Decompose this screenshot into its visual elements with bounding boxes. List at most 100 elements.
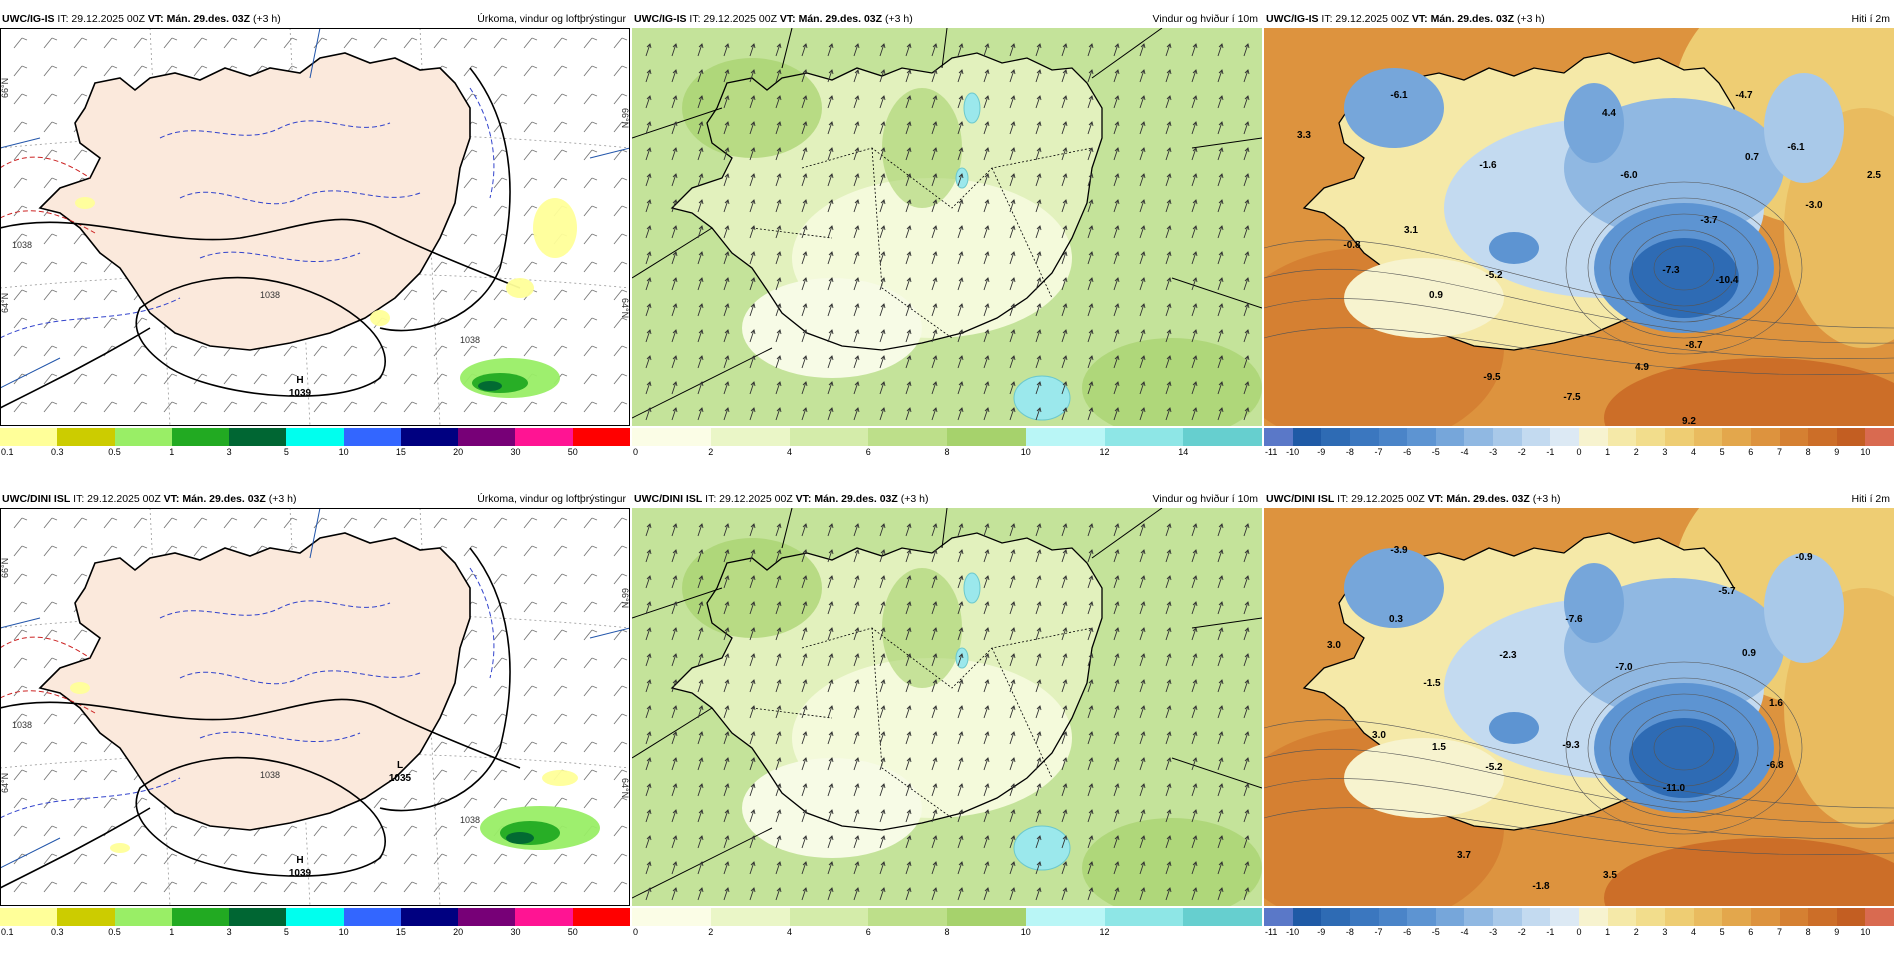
lat-label: 64°N [0, 293, 10, 313]
temperature-label: -9.3 [1562, 740, 1580, 751]
colorbar-swatch [1664, 908, 1694, 926]
lead-time: (+3 h) [268, 493, 297, 505]
colorbar-swatch [1407, 908, 1436, 926]
colorbar-swatch [1579, 428, 1608, 446]
colorbar-tick: -9 [1317, 927, 1326, 937]
colorbar-tick: 15 [395, 447, 406, 457]
colorbar-swatch [458, 908, 516, 926]
colorbar-swatch [1292, 908, 1322, 926]
warm-isolines [0, 156, 96, 234]
colorbar-swatch [286, 428, 344, 446]
temperature-label: -5.7 [1718, 586, 1736, 597]
colorbar-tick: 9 [1834, 447, 1840, 457]
colorbar-swatch [1321, 908, 1350, 926]
valid-time-label: VT: [779, 13, 796, 25]
colorbar-tick: 10 [338, 447, 349, 457]
colorbar-swatch [57, 428, 115, 446]
colorbar-tick: 6 [1748, 927, 1754, 937]
colorbar-tick: 0.3 [51, 447, 64, 457]
colorbar-tick: 5 [1719, 447, 1725, 457]
temperature-contours [1264, 181, 1894, 376]
colorbar-tick: 5 [283, 447, 289, 457]
panel-temp-dini: UWC/DINI ISL IT: 29.12.2025 00Z VT: Mán.… [1264, 490, 1895, 960]
init-time: IT: 29.12.2025 00Z [1337, 493, 1425, 505]
grid-lines [0, 28, 630, 389]
temperature-field [1264, 508, 1894, 906]
panel-title: Hiti í 2m [1851, 13, 1890, 25]
colorbar-tick: 6 [1748, 447, 1754, 457]
valid-time-label: VT: [1411, 13, 1428, 25]
colorbar-swatch [1464, 908, 1494, 926]
colorbar-swatch [868, 428, 947, 446]
colorbar-tick: 9 [1834, 927, 1840, 937]
precipitation-areas [75, 197, 577, 398]
temperature-label: -3.7 [1700, 215, 1718, 226]
colorbar-tick: 7 [1776, 927, 1782, 937]
colorbar-swatch [1349, 908, 1379, 926]
gust-areas [955, 572, 1071, 871]
temperature-label: 0.9 [1742, 648, 1756, 659]
init-time: IT: 29.12.2025 00Z [57, 13, 145, 25]
colorbar-swatch [1521, 428, 1551, 446]
temperature-label: 0.9 [1429, 290, 1443, 301]
high-pressure-label: H [296, 375, 303, 386]
temperature-label: -6.8 [1766, 760, 1784, 771]
colorbar-tick: -4 [1460, 927, 1469, 937]
colorbar-swatch [789, 428, 869, 446]
valid-time: Mán. 29.des. 03Z [814, 493, 898, 505]
colorbar-tick: -2 [1517, 447, 1526, 457]
temperature-label: -7.0 [1615, 662, 1633, 673]
colorbar-tick: 1 [169, 447, 175, 457]
colorbar-swatch [0, 428, 58, 446]
colorbar-swatch [1521, 908, 1551, 926]
colorbar-tick: 0 [1576, 927, 1582, 937]
coastline [670, 532, 1103, 831]
colorbar-ticks: -11 -10 -9 -8 -7 -6 -5 -4 -3 -2 -1 0 1 2 3 4 5 6 7 8 9 10 [1264, 447, 1894, 461]
colorbar-ticks: 0 2 4 6 8 10 12 14 [632, 447, 1262, 461]
colorbar-swatch [1750, 428, 1780, 446]
colorbar-swatch [1836, 428, 1866, 446]
isobars [0, 547, 521, 889]
temperature-label: 0.3 [1389, 614, 1403, 625]
temperature-label: 1.6 [1769, 698, 1783, 709]
colorbar-tick: 2 [708, 927, 714, 937]
model-name: UWC/DINI ISL [1266, 493, 1335, 505]
temperature-colorbar [1264, 908, 1895, 926]
colorbar-swatch [229, 908, 287, 926]
isobar-label: 1038 [460, 335, 480, 345]
temperature-contours [1264, 661, 1894, 856]
colorbar-swatch [1579, 908, 1608, 926]
temperature-label: 4.9 [1635, 362, 1649, 373]
colorbar-tick: -3 [1489, 447, 1498, 457]
colorbar-swatch [400, 908, 459, 926]
gust-areas [955, 92, 1071, 421]
precipitation-areas [70, 682, 600, 853]
temperature-label: -7.5 [1563, 392, 1581, 403]
wind-arrows [645, 43, 1250, 421]
colorbar-swatch [1183, 428, 1262, 446]
isobar-label: 1038 [12, 720, 32, 730]
colorbar-tick: 0.1 [1, 927, 14, 937]
colorbar-swatch [229, 428, 287, 446]
colorbar-swatch [171, 908, 230, 926]
colorbar-tick: 3 [226, 447, 232, 457]
colorbar-swatch [1722, 908, 1751, 926]
colorbar-tick: -7 [1374, 447, 1383, 457]
wind-colorbar [632, 428, 1262, 446]
temperature-isolines [0, 87, 495, 339]
colorbar-tick: 7 [1776, 447, 1782, 457]
colorbar-swatch [1808, 908, 1837, 926]
model-name: UWC/DINI ISL [2, 493, 71, 505]
valid-time-label: VT: [795, 493, 812, 505]
wind-arrows [645, 523, 1250, 901]
isobar-label: 1038 [460, 815, 480, 825]
colorbar-swatch [343, 908, 401, 926]
colorbar-tick: 2 [1633, 927, 1639, 937]
colorbar-tick: 50 [567, 447, 578, 457]
temperature-label: 3.7 [1457, 850, 1471, 861]
temperature-label: -10.4 [1716, 275, 1739, 286]
valid-time: Mán. 29.des. 03Z [182, 493, 266, 505]
precip-colorbar [0, 908, 630, 926]
valid-time-label: VT: [147, 13, 164, 25]
temperature-label: -5.2 [1485, 270, 1503, 281]
